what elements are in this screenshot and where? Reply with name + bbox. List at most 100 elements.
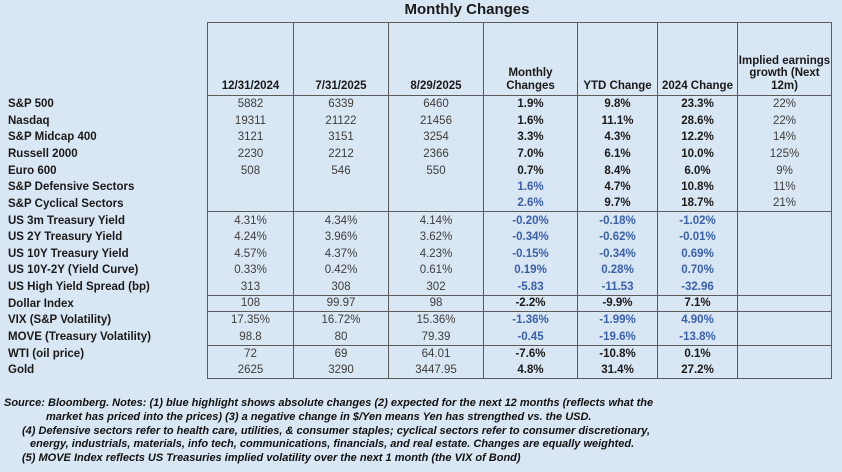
column-header-2024-change: 2024 Change [657,22,737,96]
footnotes: Source: Bloomberg. Notes: (1) blue highl… [0,397,842,466]
change-value: -19.6% [577,328,657,346]
level-value: 21122 [293,112,388,130]
level-value: 17.35% [207,312,293,329]
footnote-line: (5) MOVE Index reflects US Treasuries im… [22,452,521,465]
implied-earnings-value [737,312,832,329]
row-label: Nasdaq [8,114,50,127]
level-value: 4.31% [207,212,293,230]
row-label: S&P Midcap 400 [8,131,97,144]
level-value: 3121 [207,129,293,146]
implied-earnings-value [737,362,832,379]
row-label: Dollar Index [8,297,74,310]
implied-earnings-value: 21% [737,195,832,213]
change-value: 4.8% [483,362,577,379]
implied-earnings-value [737,345,832,363]
table-title: Monthly Changes [404,1,530,18]
change-value: 4.7% [577,179,657,196]
level-value: 2230 [207,145,293,163]
row-label: VIX (S&P Volatility) [8,314,112,327]
change-value: -1.02% [657,212,737,230]
level-value: 4.14% [388,212,483,230]
change-value: -0.20% [483,212,577,230]
row-label: MOVE (Treasury Volatility) [8,331,151,344]
change-value: -7.6% [483,345,577,363]
level-value: 21456 [388,112,483,130]
change-value: 1.6% [483,112,577,130]
implied-earnings-value [737,262,832,280]
row-label: S&P Defensive Sectors [8,181,135,194]
level-value: 546 [293,162,388,180]
footnote-line: energy, industrials, materials, info tec… [30,438,635,451]
level-value: 5882 [207,96,293,113]
change-value: -0.45 [483,328,577,346]
level-value: 4.37% [293,245,388,263]
level-value [293,179,388,196]
change-value: -1.36% [483,312,577,329]
implied-earnings-value: 22% [737,96,832,113]
implied-earnings-value [737,245,832,263]
level-value: 3.96% [293,229,388,246]
implied-earnings-value: 14% [737,129,832,146]
column-header-monthly-changes: Monthly Changes [483,22,577,96]
change-value: -11.53 [577,279,657,296]
row-label: US 10Y-2Y (Yield Curve) [8,264,139,277]
level-value: 98.8 [207,328,293,346]
change-value: 12.2% [657,129,737,146]
row-label: US 10Y Treasury Yield [8,247,129,260]
level-value: 6339 [293,96,388,113]
change-value: 3.3% [483,129,577,146]
footnote-line: (4) Defensive sectors refer to health ca… [22,424,651,437]
level-value: 302 [388,279,483,296]
column-header-ytd-change: YTD Change [577,22,657,96]
level-value: 2625 [207,362,293,379]
change-value: 6.0% [657,162,737,180]
level-value: 0.61% [388,262,483,280]
change-value: 0.28% [577,262,657,280]
level-value: 0.42% [293,262,388,280]
change-value: 23.3% [657,96,737,113]
level-value: 80 [293,328,388,346]
level-value: 313 [207,279,293,296]
level-value: 99.97 [293,295,388,313]
change-value: -0.01% [657,229,737,246]
change-value: 8.4% [577,162,657,180]
change-value: 7.0% [483,145,577,163]
level-value: 6460 [388,96,483,113]
row-label: Russell 2000 [8,147,78,160]
level-value [388,195,483,213]
implied-earnings-value: 11% [737,179,832,196]
level-value: 69 [293,345,388,363]
implied-earnings-value [737,229,832,246]
change-value: 4.90% [657,312,737,329]
change-value: 0.1% [657,345,737,363]
level-value [388,179,483,196]
level-value: 3.62% [388,229,483,246]
footnote-line: market has priced into the prices) (3) a… [46,410,592,423]
row-label: S&P 500 [8,98,54,111]
change-value: -10.8% [577,345,657,363]
level-value: 2212 [293,145,388,163]
change-value: 11.1% [577,112,657,130]
column-header-date-3: 8/29/2025 [388,22,483,96]
change-value: -32.96 [657,279,737,296]
change-value: 18.7% [657,195,737,213]
level-value: 15.36% [388,312,483,329]
level-value: 64.01 [388,345,483,363]
change-value: 0.69% [657,245,737,263]
row-label: US 2Y Treasury Yield [8,231,123,244]
implied-earnings-value [737,328,832,346]
level-value: 508 [207,162,293,180]
change-value: -0.34% [483,229,577,246]
level-value: 308 [293,279,388,296]
change-value: 2.6% [483,195,577,213]
level-value: 4.23% [388,245,483,263]
implied-earnings-value: 22% [737,112,832,130]
change-value: 9.8% [577,96,657,113]
change-value: -2.2% [483,295,577,313]
change-value: 0.7% [483,162,577,180]
change-value: 1.9% [483,96,577,113]
column-header-date-1: 12/31/2024 [207,22,293,96]
row-label: Gold [8,364,35,377]
change-value: 27.2% [657,362,737,379]
implied-earnings-value [737,295,832,313]
